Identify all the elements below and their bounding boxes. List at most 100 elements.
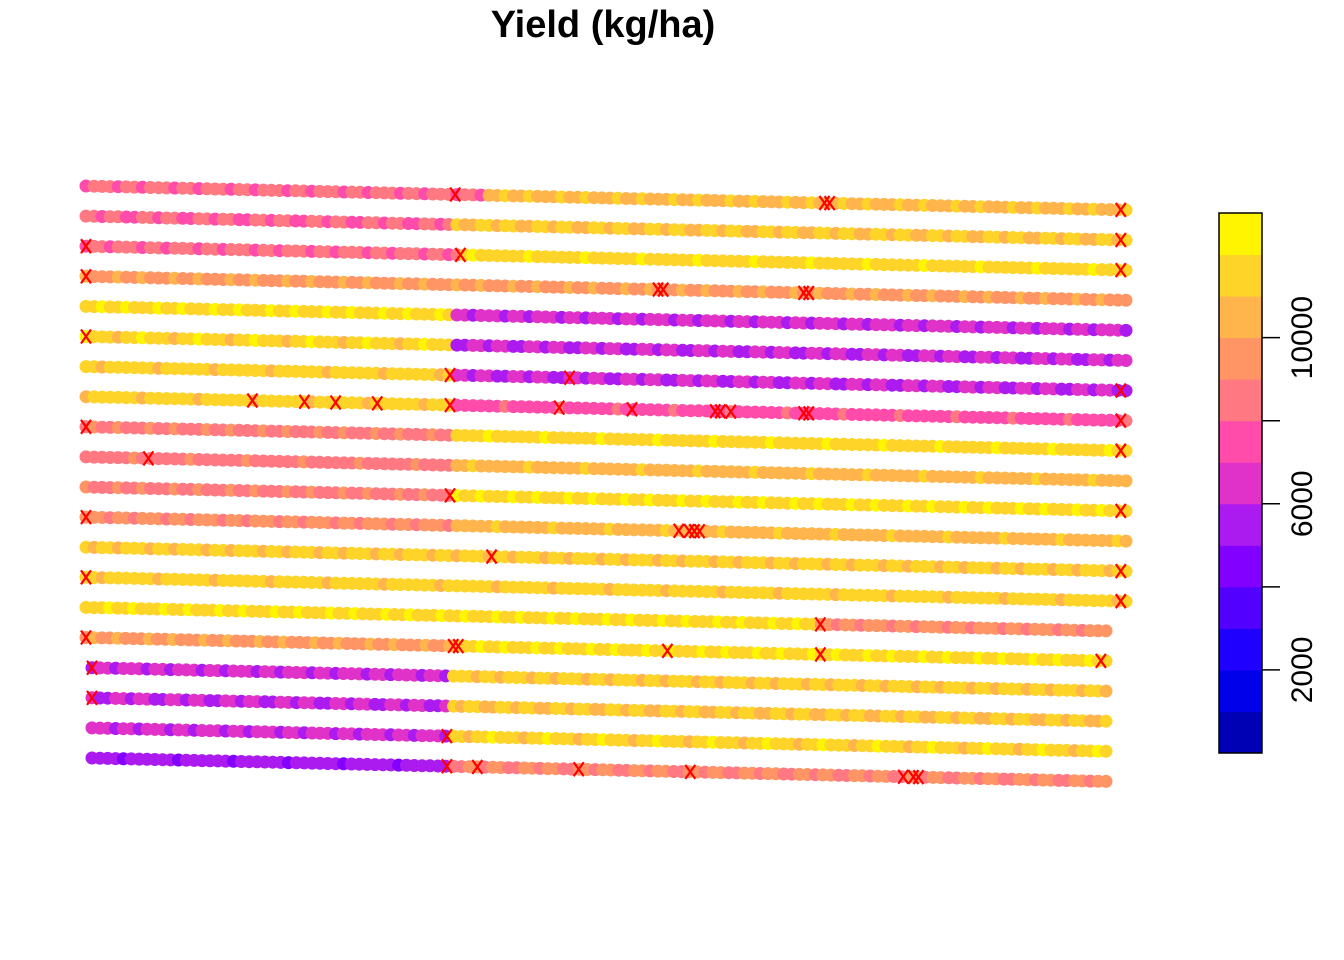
flag-marker-stroke: [688, 523, 701, 539]
flag-marker: [1114, 593, 1127, 609]
colorbar-bin: [1219, 711, 1262, 754]
flag-marker: [1114, 503, 1127, 519]
flag-marker: [329, 394, 342, 411]
colorbar-tick-label: 2000: [1286, 637, 1319, 704]
flag-marker: [298, 394, 311, 410]
flag-marker: [724, 403, 737, 420]
flag-marker-stroke: [441, 758, 453, 774]
flag-marker: [441, 758, 453, 774]
flag-marker-stroke: [684, 764, 697, 780]
yield-point: [1119, 323, 1133, 337]
colorbar-bin: [1219, 379, 1262, 422]
flag-marker: [447, 638, 460, 654]
flag-marker-stroke: [86, 660, 98, 676]
flag-marker: [797, 405, 810, 421]
flag-marker: [661, 643, 674, 659]
flag-marker-stroke: [80, 569, 92, 585]
flag-marker-stroke: [553, 399, 566, 416]
flag-marker: [452, 638, 465, 654]
flag-marker-stroke: [142, 450, 155, 466]
flag-marker-stroke: [80, 268, 92, 284]
yield-point: [1119, 293, 1133, 307]
flag-marker-stroke: [802, 405, 815, 422]
flag-marker-stroke: [572, 761, 585, 777]
flag-marker: [912, 769, 925, 785]
flag-marker: [371, 395, 384, 412]
flag-marker: [80, 629, 92, 646]
flag-marker-stroke: [485, 548, 498, 565]
flag-marker: [553, 399, 566, 416]
flag-marker: [802, 405, 815, 422]
flag-marker-stroke: [797, 405, 810, 421]
flag-marker: [823, 195, 836, 211]
flag-marker-stroke: [714, 403, 727, 419]
flag-marker: [1114, 202, 1127, 218]
flag-marker: [444, 397, 456, 413]
flag-marker-stroke: [672, 523, 685, 539]
flag-marker-stroke: [441, 728, 453, 744]
flag-marker-stroke: [1095, 653, 1107, 669]
colorbar-bin: [1219, 586, 1262, 629]
flag-marker: [683, 523, 696, 539]
flag-marker-stroke: [80, 509, 92, 525]
yield-point: [1099, 774, 1113, 788]
yield-point: [1099, 624, 1113, 638]
flag-marker: [1095, 653, 1107, 669]
colorbar-frame: [1218, 212, 1263, 754]
flag-marker: [1114, 262, 1127, 278]
flag-marker: [1114, 232, 1127, 248]
flag-marker: [80, 419, 92, 435]
flag-marker-stroke: [818, 195, 831, 211]
flag-marker-stroke: [1114, 382, 1127, 399]
colorbar-bin: [1219, 254, 1262, 297]
flag-marker: [657, 281, 670, 298]
flag-marker: [449, 186, 462, 203]
flag-marker: [80, 268, 92, 284]
flag-marker-stroke: [86, 690, 98, 706]
flag-marker-stroke: [626, 401, 638, 417]
yield-point: [1099, 714, 1113, 728]
flag-marker-stroke: [471, 759, 484, 775]
flag-marker-stroke: [814, 646, 827, 663]
flag-marker: [897, 769, 910, 785]
yield-point: [1099, 684, 1113, 698]
flag-marker-stroke: [563, 370, 576, 386]
flag-marker-stroke: [1114, 232, 1127, 248]
colorbar-bin: [1219, 420, 1262, 463]
flag-marker: [797, 285, 810, 301]
flag-marker: [86, 660, 98, 676]
flag-marker-stroke: [371, 395, 384, 412]
flag-marker: [80, 569, 92, 585]
yield-point: [1099, 744, 1113, 758]
flag-marker: [444, 367, 456, 383]
flag-marker: [672, 523, 685, 539]
colorbar-bin: [1219, 503, 1262, 546]
flag-marker-stroke: [298, 394, 311, 410]
flag-marker: [80, 238, 92, 254]
flag-marker-stroke: [1114, 593, 1127, 609]
flag-marker-stroke: [661, 643, 674, 659]
yield-point: [1119, 354, 1133, 367]
colorbar-bin: [1219, 545, 1262, 588]
flag-marker: [688, 523, 701, 539]
flag-marker-stroke: [1114, 262, 1127, 278]
flag-marker-stroke: [802, 285, 815, 301]
flag-marker: [572, 761, 585, 777]
flag-marker: [1114, 382, 1127, 399]
flag-marker: [626, 401, 638, 417]
flag-marker-stroke: [724, 403, 737, 420]
flag-marker-stroke: [823, 195, 836, 211]
flag-marker-stroke: [452, 638, 465, 654]
flag-marker: [80, 328, 92, 345]
colorbar-bin: [1219, 213, 1262, 256]
flag-marker-stroke: [907, 769, 920, 785]
colorbar-tick-label: 10000: [1286, 296, 1319, 379]
flag-marker-stroke: [1114, 412, 1127, 429]
flag-marker: [818, 195, 831, 211]
flag-marker: [246, 392, 259, 409]
yield-point: [1119, 534, 1133, 548]
flag-marker-stroke: [1114, 443, 1127, 459]
flag-marker-stroke: [80, 629, 92, 646]
flag-marker-stroke: [444, 397, 456, 413]
